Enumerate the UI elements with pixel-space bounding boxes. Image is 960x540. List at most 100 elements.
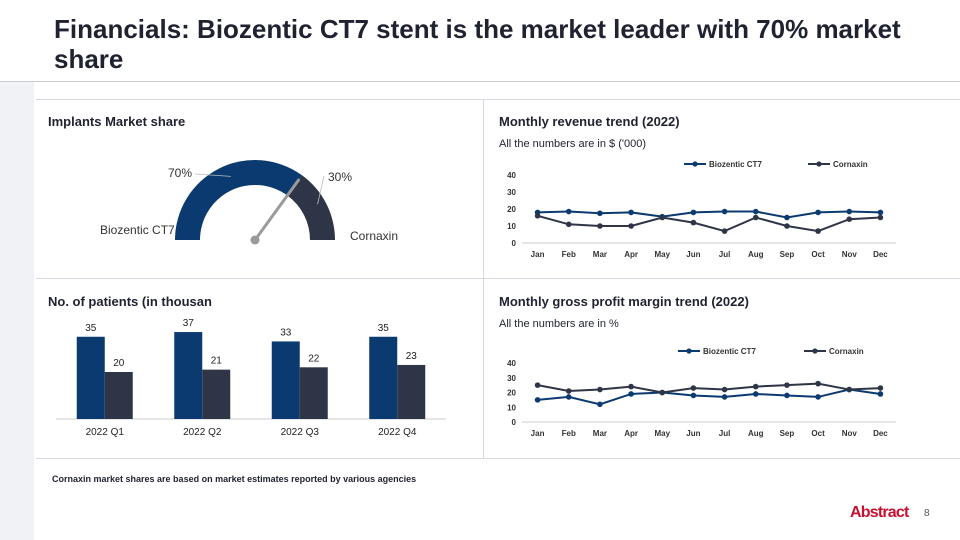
gauge-value-label-cornaxin: 30% xyxy=(328,170,352,184)
revenue-subtitle: All the numbers are in $ ('000) xyxy=(499,138,647,150)
x-tick-label: Aug xyxy=(748,429,764,438)
data-point-0 xyxy=(690,392,697,399)
data-point-1 xyxy=(628,223,634,229)
panel-divider-vertical xyxy=(483,99,484,458)
data-point-1 xyxy=(690,385,697,391)
data-point-1 xyxy=(659,214,666,221)
gauge-category-label-biozentic: Biozentic CT7 xyxy=(100,223,175,237)
brand-logo: Abstract xyxy=(850,504,909,521)
x-tick-label: Dec xyxy=(873,250,888,259)
data-point-1 xyxy=(597,223,603,229)
data-point-0 xyxy=(534,397,541,403)
x-tick-label: Jun xyxy=(686,250,700,259)
market-share-title: Implants Market share xyxy=(48,114,186,129)
legend-marker-1 xyxy=(816,161,822,167)
data-point-0 xyxy=(565,394,572,400)
y-tick-label: 10 xyxy=(507,403,516,412)
data-point-1 xyxy=(597,386,603,393)
revenue-line-chart: 0 10 20 30 40 Jan Feb Mar Apr May Jun Jul Aug Sep Oct N… xyxy=(507,160,896,259)
x-tick-label: May xyxy=(654,250,670,259)
data-point-1 xyxy=(721,386,728,393)
legend-marker-0 xyxy=(686,348,692,354)
x-tick-label: Oct xyxy=(811,429,825,438)
bar-data-label: 20 xyxy=(113,358,125,369)
x-tick-label: Mar xyxy=(593,250,607,259)
data-point-0 xyxy=(721,208,728,215)
data-point-0 xyxy=(752,208,759,215)
x-tick-label: Nov xyxy=(842,250,858,259)
series-line-0 xyxy=(537,210,881,219)
data-point-0 xyxy=(565,208,572,215)
y-tick-label: 40 xyxy=(507,359,516,368)
data-point-0 xyxy=(846,208,853,215)
x-tick-label: Aug xyxy=(748,250,764,259)
x-tick-label: Mar xyxy=(593,429,607,438)
data-point-1 xyxy=(815,380,821,387)
x-tick-label: Nov xyxy=(842,429,858,438)
bar-cornaxin xyxy=(104,372,133,419)
gauge-category-label-cornaxin: Cornaxin xyxy=(350,229,398,243)
bar-biozentic xyxy=(271,341,300,419)
x-tick-label: Jan xyxy=(531,429,545,438)
patients-bar-chart: 35 20 2022 Q1 37 21 2022 Q2 33 22 2022 Q3 35 23 202… xyxy=(56,318,446,438)
bar-data-label: 37 xyxy=(183,318,195,329)
x-tick-label: Apr xyxy=(624,429,638,438)
data-point-1 xyxy=(628,383,634,390)
data-point-1 xyxy=(752,383,759,390)
page-title: Financials: Biozentic CT7 stent is the m… xyxy=(54,14,901,74)
bar-biozentic xyxy=(76,336,105,419)
data-point-0 xyxy=(784,214,790,221)
data-point-0 xyxy=(721,394,728,400)
data-point-0 xyxy=(815,209,821,216)
x-tick-label: Oct xyxy=(811,250,825,259)
x-tick-label: 2022 Q1 xyxy=(86,427,125,438)
legend-label-1: Cornaxin xyxy=(829,347,864,356)
data-point-1 xyxy=(846,386,853,393)
bar-data-label: 23 xyxy=(406,351,418,362)
data-point-0 xyxy=(628,209,634,216)
gauge-needle-hub xyxy=(250,235,260,245)
y-tick-label: 30 xyxy=(507,188,516,197)
patients-title: No. of patients (in thousan xyxy=(48,294,212,309)
data-point-0 xyxy=(597,210,603,217)
x-tick-label: May xyxy=(654,429,670,438)
page-number: 8 xyxy=(924,508,930,519)
margin-title: Monthly gross profit margin trend (2022) xyxy=(499,294,749,309)
data-point-1 xyxy=(877,214,884,221)
gauge-leader-line-biozentic xyxy=(194,173,231,177)
x-tick-label: Dec xyxy=(873,429,888,438)
revenue-title: Monthly revenue trend (2022) xyxy=(499,114,680,129)
data-point-0 xyxy=(690,209,697,216)
x-tick-label: Jun xyxy=(686,429,700,438)
y-tick-label: 20 xyxy=(507,389,516,398)
data-point-1 xyxy=(565,388,572,394)
y-tick-label: 40 xyxy=(507,171,516,180)
x-tick-label: Jul xyxy=(719,429,731,438)
gauge-slice-biozentic xyxy=(175,159,303,240)
data-point-1 xyxy=(784,223,790,229)
bar-data-label: 35 xyxy=(378,323,390,334)
bar-data-label: 35 xyxy=(85,323,97,334)
data-point-1 xyxy=(784,382,790,388)
data-point-1 xyxy=(721,228,728,234)
data-point-1 xyxy=(659,389,666,396)
data-point-0 xyxy=(752,391,759,397)
legend-marker-0 xyxy=(692,161,698,167)
bar-data-label: 33 xyxy=(280,327,292,338)
bar-cornaxin xyxy=(202,369,231,419)
x-tick-label: Feb xyxy=(562,429,576,438)
bar-biozentic xyxy=(369,336,398,419)
bar-data-label: 22 xyxy=(308,353,320,364)
bar-cornaxin xyxy=(299,367,328,419)
series-line-1 xyxy=(537,214,881,233)
x-tick-label: Jul xyxy=(719,250,731,259)
data-point-1 xyxy=(815,228,821,234)
y-tick-label: 0 xyxy=(512,418,517,427)
x-tick-label: 2022 Q3 xyxy=(281,427,320,438)
legend-marker-1 xyxy=(812,348,818,354)
data-point-1 xyxy=(534,382,541,388)
data-point-1 xyxy=(690,219,697,226)
x-tick-label: Sep xyxy=(780,250,795,259)
panel-divider-top xyxy=(36,99,960,100)
x-tick-label: 2022 Q4 xyxy=(378,427,417,438)
